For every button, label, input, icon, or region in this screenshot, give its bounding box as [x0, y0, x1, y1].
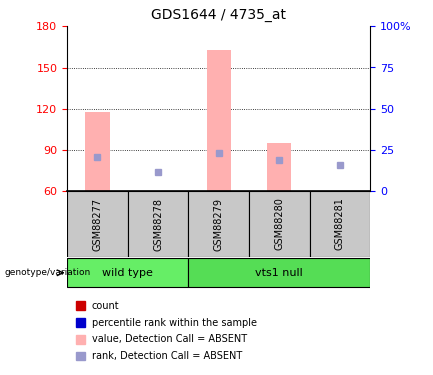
Text: GSM88280: GSM88280 — [274, 198, 284, 250]
Bar — [267, 143, 291, 191]
Bar — [207, 50, 231, 191]
Bar — [249, 191, 310, 257]
Bar — [188, 191, 249, 257]
Text: GSM88281: GSM88281 — [335, 198, 345, 250]
Text: genotype/variation: genotype/variation — [4, 268, 90, 278]
Text: count: count — [92, 301, 120, 310]
Bar — [310, 191, 370, 257]
Bar — [67, 258, 188, 287]
Text: wild type: wild type — [102, 268, 153, 278]
Text: GSM88277: GSM88277 — [92, 198, 103, 250]
Text: GSM88278: GSM88278 — [153, 198, 163, 250]
Bar — [85, 111, 110, 191]
Text: GSM88279: GSM88279 — [213, 198, 224, 250]
Text: rank, Detection Call = ABSENT: rank, Detection Call = ABSENT — [92, 351, 242, 361]
Bar — [67, 191, 128, 257]
Title: GDS1644 / 4735_at: GDS1644 / 4735_at — [151, 9, 286, 22]
Bar — [128, 191, 188, 257]
Text: percentile rank within the sample: percentile rank within the sample — [92, 318, 257, 327]
Text: vts1 null: vts1 null — [255, 268, 303, 278]
Bar — [188, 258, 370, 287]
Text: value, Detection Call = ABSENT: value, Detection Call = ABSENT — [92, 334, 247, 344]
